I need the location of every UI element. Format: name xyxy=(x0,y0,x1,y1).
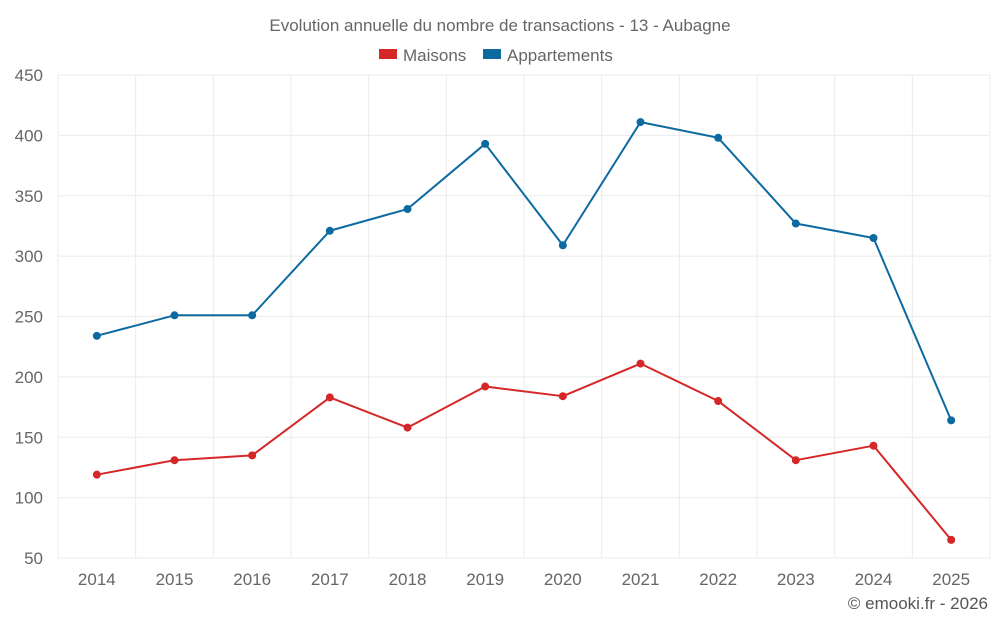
y-tick-label: 200 xyxy=(15,368,43,387)
series-maisons xyxy=(92,359,956,544)
grid xyxy=(57,74,991,559)
data-point-appartements[interactable] xyxy=(403,205,412,214)
data-point-appartements[interactable] xyxy=(714,133,723,142)
x-tick-label: 2014 xyxy=(78,570,116,589)
data-point-maisons[interactable] xyxy=(248,451,257,460)
data-point-appartements[interactable] xyxy=(558,241,567,250)
data-point-maisons[interactable] xyxy=(558,392,567,401)
x-tick-label: 2020 xyxy=(544,570,582,589)
x-tick-label: 2025 xyxy=(932,570,970,589)
y-tick-label: 250 xyxy=(15,308,43,327)
y-tick-label: 300 xyxy=(15,247,43,266)
data-point-appartements[interactable] xyxy=(947,416,956,425)
y-tick-label: 50 xyxy=(24,549,43,568)
legend-swatch-appartements xyxy=(483,49,501,59)
y-tick-label: 350 xyxy=(15,187,43,206)
x-tick-label: 2024 xyxy=(855,570,893,589)
legend-item-maisons[interactable]: Maisons xyxy=(379,46,466,65)
chart-title: Evolution annuelle du nombre de transact… xyxy=(269,16,730,35)
data-point-appartements[interactable] xyxy=(248,311,257,320)
data-point-appartements[interactable] xyxy=(170,311,179,320)
x-tick-label: 2016 xyxy=(233,570,271,589)
data-point-maisons[interactable] xyxy=(403,423,412,432)
data-point-maisons[interactable] xyxy=(481,382,490,391)
data-point-maisons[interactable] xyxy=(92,470,101,479)
y-tick-label: 450 xyxy=(15,66,43,85)
x-tick-label: 2015 xyxy=(156,570,194,589)
series-line-maisons xyxy=(96,362,952,541)
data-point-appartements[interactable] xyxy=(481,139,490,148)
x-tick-label: 2022 xyxy=(699,570,737,589)
x-tick-label: 2018 xyxy=(389,570,427,589)
x-tick-label: 2017 xyxy=(311,570,349,589)
data-point-maisons[interactable] xyxy=(791,456,800,465)
legend-label-maisons: Maisons xyxy=(403,46,466,65)
data-point-maisons[interactable] xyxy=(947,535,956,544)
data-point-appartements[interactable] xyxy=(325,226,334,235)
x-tick-label: 2021 xyxy=(622,570,660,589)
legend-item-appartements[interactable]: Appartements xyxy=(483,46,613,65)
data-point-maisons[interactable] xyxy=(714,397,723,406)
data-point-appartements[interactable] xyxy=(869,234,878,243)
x-axis: 2014 2015 2016 2017 2018 2019 2020 2021 2022 2023… xyxy=(78,570,970,589)
legend-swatch-maisons xyxy=(379,49,397,59)
data-point-appartements[interactable] xyxy=(92,331,101,340)
x-tick-label: 2023 xyxy=(777,570,815,589)
series-line-appartements xyxy=(96,121,953,421)
credit: © emooki.fr - 2026 xyxy=(848,594,988,613)
legend: Maisons Appartements xyxy=(379,46,613,65)
data-point-maisons[interactable] xyxy=(636,359,645,368)
y-tick-label: 150 xyxy=(15,428,43,447)
y-tick-label: 400 xyxy=(15,126,43,145)
data-point-maisons[interactable] xyxy=(869,441,878,450)
y-tick-label: 100 xyxy=(15,489,43,508)
legend-label-appartements: Appartements xyxy=(507,46,613,65)
data-point-appartements[interactable] xyxy=(636,118,645,127)
data-point-maisons[interactable] xyxy=(325,393,334,402)
data-point-appartements[interactable] xyxy=(791,219,800,228)
data-point-maisons[interactable] xyxy=(170,456,179,465)
x-tick-label: 2019 xyxy=(466,570,504,589)
y-axis: 50 100 150 200 250 300 350 400 450 xyxy=(15,66,43,568)
series xyxy=(92,118,956,544)
series-appartements xyxy=(92,118,956,425)
